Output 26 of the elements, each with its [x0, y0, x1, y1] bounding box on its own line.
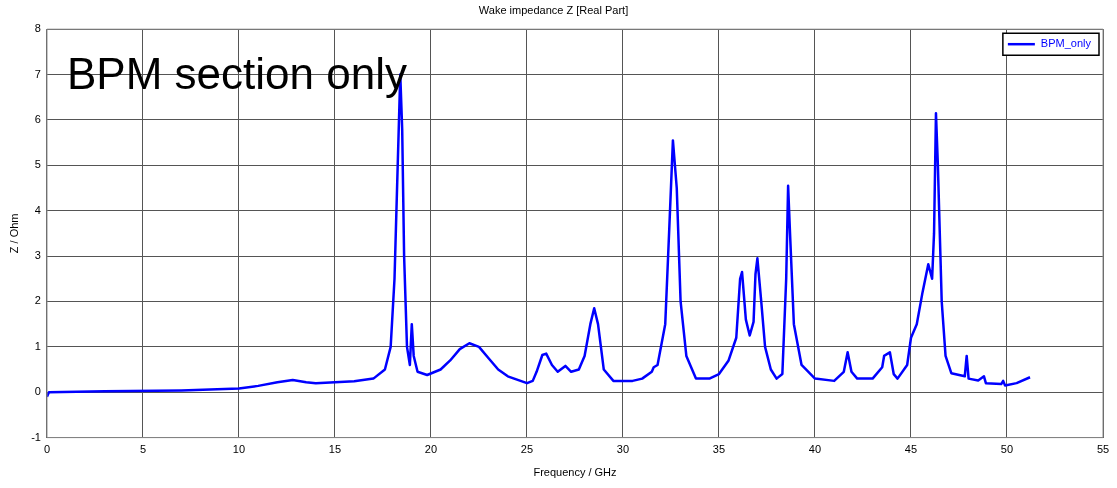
x-tick-label: 25 — [520, 443, 534, 456]
x-tick-label: 5 — [139, 443, 147, 456]
y-axis-title: Z / Ohm — [7, 213, 20, 254]
x-axis-title: Frequency / GHz — [533, 466, 617, 479]
y-tick-label: 5 — [34, 158, 41, 171]
legend-label: BPM_only — [1040, 37, 1092, 50]
y-tick-label: 8 — [34, 22, 41, 35]
x-tick-label: 0 — [43, 443, 51, 456]
x-tick-label: 15 — [328, 443, 342, 456]
chart-title: Wake impedance Z [Real Part] — [478, 3, 629, 16]
y-tick-label: 7 — [34, 67, 41, 80]
x-tick-label: 50 — [1000, 443, 1014, 456]
x-tick-label: 35 — [712, 443, 726, 456]
x-tick-label: 45 — [904, 443, 918, 456]
x-tick-label: 10 — [232, 443, 246, 456]
y-tick-label: 3 — [34, 249, 41, 262]
y-tick-label: 1 — [34, 339, 41, 352]
y-tick-label: 0 — [34, 385, 41, 398]
x-tick-label: 55 — [1096, 443, 1110, 456]
x-tick-label: 40 — [808, 443, 822, 456]
y-tick-label: 2 — [34, 294, 41, 307]
y-tick-label: 6 — [34, 112, 41, 125]
x-tick-label: 20 — [424, 443, 438, 456]
y-tick-label: 4 — [34, 203, 41, 216]
y-tick-label: -1 — [31, 430, 41, 443]
x-tick-label: 30 — [616, 443, 630, 456]
